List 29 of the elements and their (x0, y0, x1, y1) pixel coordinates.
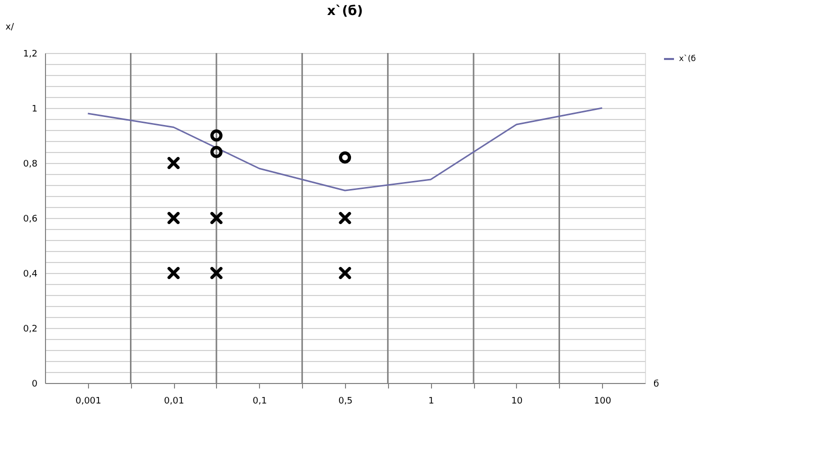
x-tick-label: 0,01 (164, 396, 184, 406)
point (338, 212, 352, 224)
chart-title: x`(б) (327, 4, 363, 19)
x-tick-label: 0,5 (338, 396, 353, 406)
y-tick-label: 0,4 (23, 270, 38, 280)
y-tick-label: 0 (32, 380, 38, 390)
point (168, 266, 180, 280)
x-tick-label: 10 (511, 396, 523, 406)
point (338, 151, 352, 164)
point (210, 212, 222, 224)
y-tick-label: 0,2 (23, 324, 38, 334)
point (168, 156, 180, 170)
y-axis-title: x/ (6, 22, 15, 32)
point (210, 146, 222, 158)
point (168, 212, 180, 224)
legend-label: x`(б (679, 54, 696, 63)
point (338, 266, 352, 280)
line-series (87, 107, 603, 192)
y-tick-label: 0,6 (23, 214, 38, 224)
y-tick-label: 0,8 (23, 160, 38, 170)
y-tick-label: 1 (32, 104, 38, 114)
x-tick-label: 1 (428, 396, 434, 406)
y-tick-label: 1,2 (23, 50, 38, 60)
x-tick-label: 0,1 (252, 396, 267, 406)
point (210, 129, 222, 142)
x-tick-label: 100 (594, 396, 612, 406)
point (210, 266, 222, 280)
x-tick-label: 0,001 (75, 396, 102, 406)
x-axis-title: б (654, 380, 660, 390)
